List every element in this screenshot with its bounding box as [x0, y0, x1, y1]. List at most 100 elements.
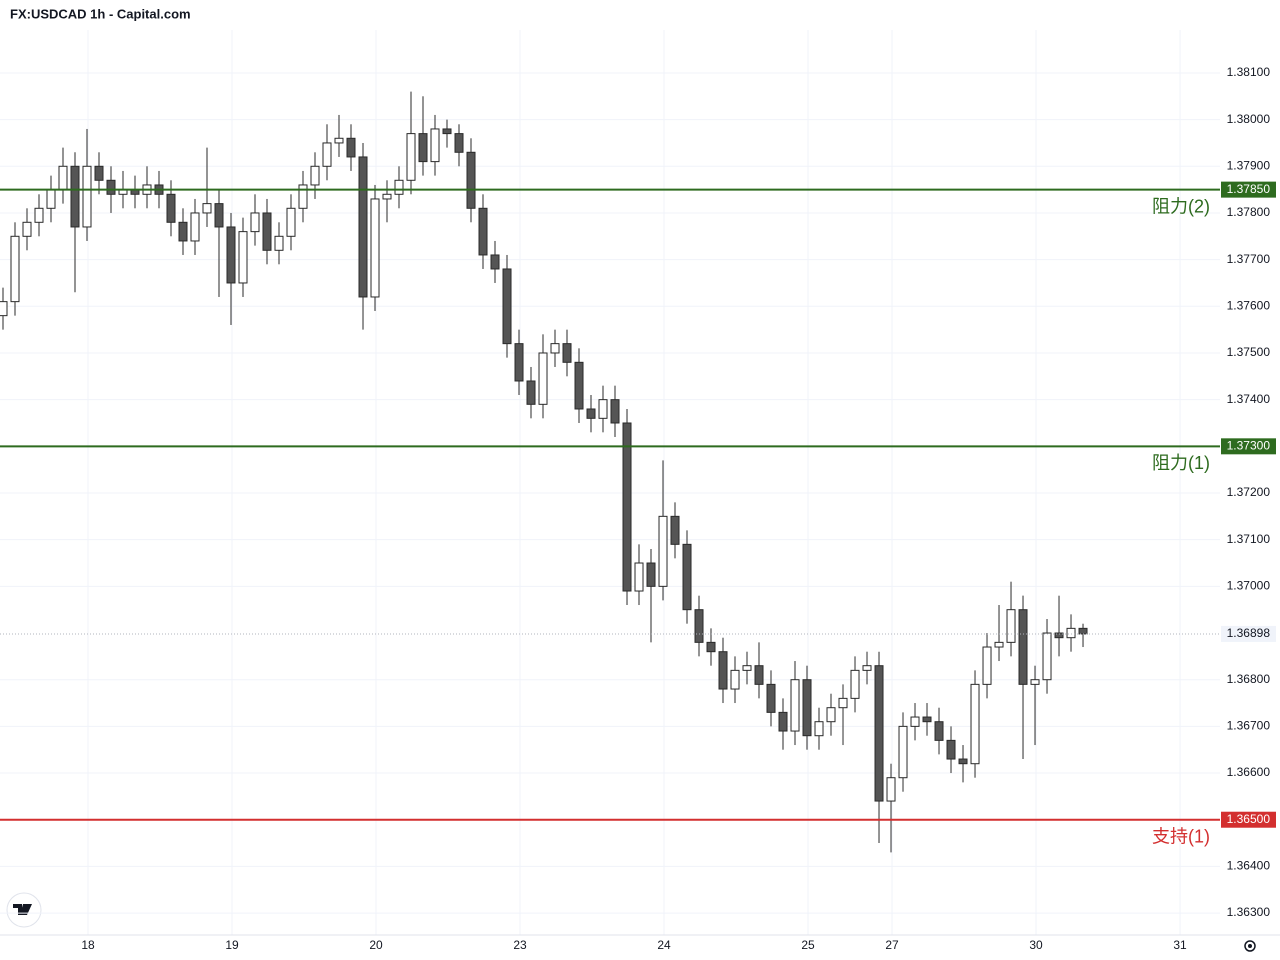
- candle-body: [334, 137, 344, 144]
- x-tick-label: 20: [369, 938, 383, 952]
- candle-body: [910, 716, 920, 727]
- candle-body: [574, 361, 584, 410]
- y-tick-label: 1.36800: [1227, 672, 1271, 686]
- y-tick-label: 1.37600: [1227, 298, 1271, 312]
- level-value-label: 1.36500: [1227, 812, 1271, 826]
- y-tick-label: 1.37100: [1227, 532, 1271, 546]
- candle-body: [622, 422, 632, 592]
- candle-body: [106, 179, 116, 195]
- y-tick-label: 1.38000: [1227, 112, 1271, 126]
- x-tick-label: 31: [1173, 938, 1187, 952]
- candle-body: [970, 683, 980, 765]
- candle-body: [550, 343, 560, 354]
- candle-body: [322, 142, 332, 167]
- x-tick-label: 18: [81, 938, 95, 952]
- candle-body: [826, 707, 836, 723]
- candle-body: [994, 641, 1004, 648]
- candle-body: [226, 226, 236, 284]
- candle-body: [1030, 679, 1040, 685]
- candle-body: [214, 203, 224, 228]
- candle-body: [286, 207, 296, 237]
- y-tick-label: 1.37800: [1227, 205, 1271, 219]
- candle-body: [358, 156, 368, 298]
- last-price-box: [1221, 625, 1276, 642]
- candle-body: [862, 665, 872, 671]
- y-tick-label: 1.36400: [1227, 859, 1271, 873]
- level-box: [1221, 811, 1276, 828]
- candle-body: [874, 665, 884, 802]
- level-box: [1221, 181, 1276, 198]
- x-tick-label: 19: [225, 938, 239, 952]
- candle-body: [46, 189, 56, 209]
- candle-body: [454, 133, 464, 153]
- y-tick-label: 1.37200: [1227, 485, 1271, 499]
- candle-body: [634, 562, 644, 592]
- level-box: [1221, 438, 1276, 455]
- candle-body: [898, 725, 908, 779]
- y-tick-label: 1.36600: [1227, 765, 1271, 779]
- candle-body: [934, 721, 944, 741]
- candle-body: [442, 128, 452, 135]
- grid: [0, 30, 1220, 935]
- candle-body: [310, 165, 320, 186]
- candle-body: [814, 721, 824, 737]
- candle-body: [274, 235, 284, 251]
- y-tick-label: 1.36300: [1227, 905, 1271, 919]
- candle-body: [502, 268, 512, 345]
- level-value-label: 1.37300: [1227, 438, 1271, 452]
- x-tick-label: 23: [513, 938, 527, 952]
- level-name: 阻力(2): [1152, 196, 1210, 216]
- candle-body: [598, 399, 608, 419]
- level-name: 支持(1): [1152, 826, 1210, 846]
- candle-body: [646, 562, 656, 587]
- candle-body: [238, 231, 248, 284]
- candle-body: [514, 343, 524, 382]
- candle-body: [1006, 609, 1016, 643]
- candle-body: [406, 133, 416, 181]
- y-tick-label: 1.38100: [1227, 65, 1271, 79]
- candle-body: [946, 739, 956, 760]
- candle-body: [658, 515, 668, 587]
- candle-body: [610, 399, 620, 424]
- candle-body: [886, 777, 896, 802]
- candle-body: [778, 711, 788, 732]
- level-name: 阻力(1): [1152, 453, 1210, 473]
- candle-body: [418, 133, 428, 163]
- candle-body: [718, 651, 728, 690]
- candle-body: [262, 212, 272, 251]
- candle-body: [838, 697, 848, 709]
- y-tick-label: 1.37400: [1227, 392, 1271, 406]
- candle-body: [1042, 632, 1052, 681]
- chart-title: FX:USDCAD 1h - Capital.com: [10, 6, 191, 21]
- candle-body: [682, 543, 692, 611]
- candle-body: [178, 221, 188, 242]
- settings-icon[interactable]: [1244, 940, 1256, 952]
- candle-body: [202, 203, 212, 214]
- y-tick-label: 1.36700: [1227, 719, 1271, 733]
- candle-body: [730, 669, 740, 690]
- candle-body: [0, 301, 8, 317]
- candle-body: [754, 665, 764, 685]
- candle-body: [670, 515, 680, 545]
- candle-body: [1018, 609, 1028, 685]
- candle-body: [1054, 632, 1064, 639]
- candle-body: [10, 235, 20, 303]
- candle-body: [1066, 627, 1076, 639]
- level-value-label: 1.37850: [1227, 182, 1271, 196]
- tv-logo: [6, 892, 42, 928]
- x-tick-label: 25: [801, 938, 815, 952]
- candle-body: [250, 212, 260, 233]
- candle-body: [586, 408, 596, 419]
- candle-body: [370, 198, 380, 298]
- x-tick-label: 27: [885, 938, 899, 952]
- candle-body: [394, 179, 404, 195]
- candle-body: [298, 184, 308, 209]
- candle-body: [958, 758, 968, 765]
- y-tick-label: 1.37500: [1227, 345, 1271, 359]
- candle-body: [802, 679, 812, 737]
- candle-body: [34, 207, 44, 223]
- candle-body: [538, 352, 548, 405]
- candle-body: [82, 165, 92, 228]
